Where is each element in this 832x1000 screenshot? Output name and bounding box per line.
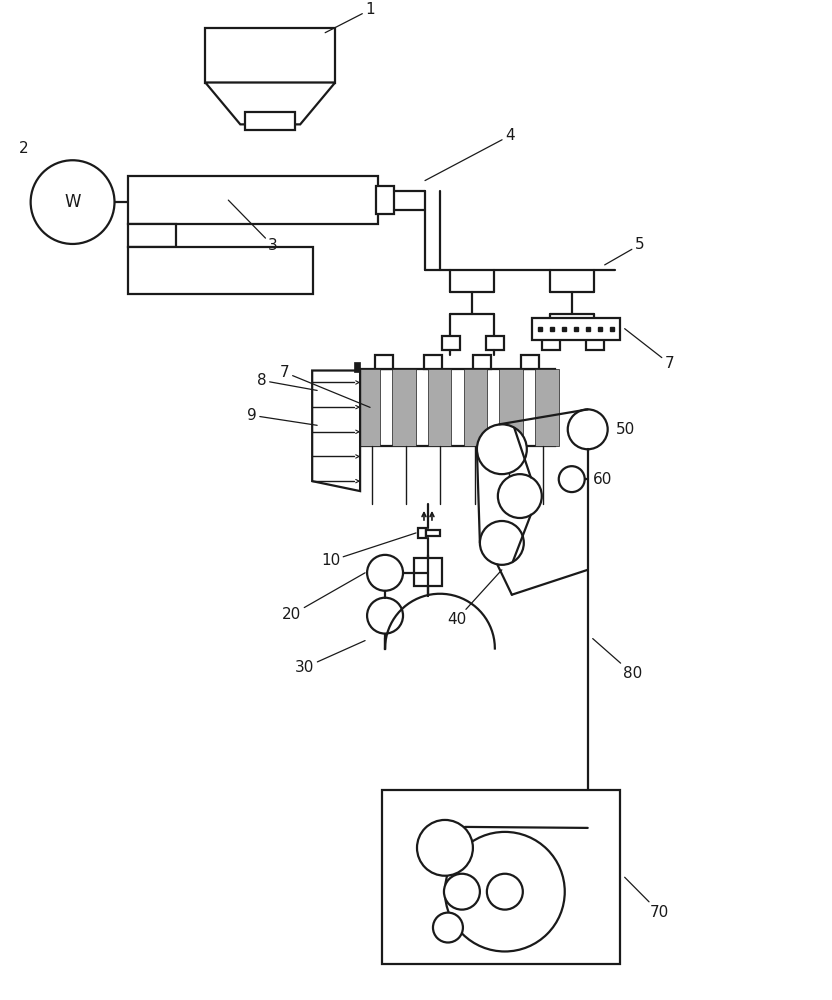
Circle shape bbox=[480, 521, 524, 565]
Bar bbox=[128, 224, 176, 247]
Bar bbox=[128, 176, 378, 224]
Circle shape bbox=[444, 874, 480, 910]
Text: 7: 7 bbox=[625, 329, 674, 371]
Bar bbox=[418, 528, 426, 538]
Circle shape bbox=[367, 555, 403, 591]
Bar bbox=[356, 369, 380, 446]
Text: 4: 4 bbox=[425, 128, 514, 181]
Circle shape bbox=[477, 424, 527, 474]
Circle shape bbox=[433, 913, 463, 943]
Text: 9: 9 bbox=[247, 408, 317, 425]
Bar bbox=[499, 369, 522, 446]
Text: 40: 40 bbox=[447, 570, 502, 627]
Text: 30: 30 bbox=[295, 641, 365, 675]
Text: 20: 20 bbox=[282, 573, 365, 622]
Circle shape bbox=[559, 466, 585, 492]
Bar bbox=[522, 355, 539, 369]
Bar bbox=[360, 369, 555, 446]
Text: 3: 3 bbox=[228, 200, 278, 253]
Circle shape bbox=[31, 160, 115, 244]
Text: 50: 50 bbox=[616, 422, 635, 437]
Bar bbox=[245, 112, 295, 130]
Bar bbox=[473, 355, 491, 369]
Circle shape bbox=[417, 820, 473, 876]
Bar bbox=[586, 336, 604, 350]
Text: 2: 2 bbox=[18, 141, 28, 156]
Bar bbox=[128, 247, 313, 294]
Text: 70: 70 bbox=[625, 877, 669, 920]
Text: 5: 5 bbox=[605, 237, 644, 265]
Bar bbox=[428, 369, 451, 446]
Bar bbox=[542, 336, 560, 350]
Bar bbox=[532, 318, 620, 340]
Circle shape bbox=[487, 874, 522, 910]
Bar bbox=[375, 355, 394, 369]
Bar bbox=[206, 28, 335, 83]
Text: 60: 60 bbox=[592, 472, 612, 487]
Text: 1: 1 bbox=[325, 2, 374, 33]
Bar bbox=[442, 336, 460, 350]
Text: W: W bbox=[64, 193, 81, 211]
Bar bbox=[354, 362, 360, 372]
Circle shape bbox=[498, 474, 542, 518]
Text: 10: 10 bbox=[321, 533, 416, 568]
Circle shape bbox=[367, 598, 403, 634]
Bar bbox=[414, 558, 442, 586]
Circle shape bbox=[567, 409, 607, 449]
Text: 80: 80 bbox=[592, 639, 642, 681]
Bar bbox=[535, 369, 558, 446]
Bar bbox=[486, 336, 504, 350]
Bar bbox=[382, 790, 620, 964]
Bar bbox=[376, 186, 394, 214]
Circle shape bbox=[445, 832, 565, 951]
Polygon shape bbox=[312, 371, 360, 491]
Text: 7: 7 bbox=[280, 365, 370, 407]
Bar bbox=[426, 530, 440, 536]
Bar bbox=[463, 369, 487, 446]
Bar bbox=[424, 355, 442, 369]
Polygon shape bbox=[206, 83, 335, 124]
Text: 8: 8 bbox=[257, 373, 317, 390]
Bar bbox=[392, 369, 415, 446]
